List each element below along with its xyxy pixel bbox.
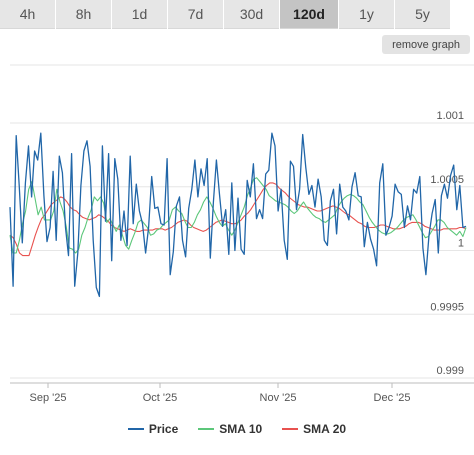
- y-tick-label: 0.999: [436, 365, 464, 377]
- chart-legend: Price SMA 10 SMA 20: [0, 420, 474, 438]
- legend-label-sma-20: SMA 20: [303, 422, 347, 436]
- x-tick-label: Oct '25: [143, 392, 178, 404]
- legend-item-sma-20[interactable]: SMA 20: [282, 422, 346, 436]
- tab-1y[interactable]: 1y: [339, 0, 394, 29]
- remove-graph-button[interactable]: remove graph: [382, 35, 470, 54]
- tab-120d[interactable]: 120d: [280, 0, 338, 29]
- legend-swatch-sma-20: [282, 428, 299, 430]
- x-tick-label: Dec '25: [374, 392, 411, 404]
- y-tick-label: 1.001: [436, 110, 464, 122]
- series-line-sma-10: [9, 177, 467, 254]
- x-tick-label: Nov '25: [260, 392, 297, 404]
- legend-swatch-sma-10: [198, 428, 215, 430]
- timeframe-tabs: 4h 8h 1d 7d 30d 120d 1y 5y: [0, 0, 474, 29]
- legend-item-price[interactable]: Price: [127, 422, 179, 436]
- legend-item-sma-10[interactable]: SMA 10: [198, 422, 262, 436]
- tab-8h[interactable]: 8h: [56, 0, 111, 29]
- tab-5y[interactable]: 5y: [395, 0, 450, 29]
- tab-1d[interactable]: 1d: [112, 0, 167, 29]
- y-tick-label: 1: [458, 238, 464, 250]
- tab-7d[interactable]: 7d: [168, 0, 223, 29]
- tab-4h[interactable]: 4h: [0, 0, 55, 29]
- legend-label-sma-10: SMA 10: [219, 422, 263, 436]
- legend-label-price: Price: [148, 422, 179, 436]
- price-chart: 1.001 1.0005 1 0.9995 0.999 Sep '25 Oct '25 No…: [9, 64, 474, 404]
- legend-swatch-price: [127, 428, 144, 430]
- x-tick-label: Sep '25: [30, 392, 67, 404]
- y-tick-label: 0.9995: [430, 301, 464, 313]
- series-line-price: [9, 132, 467, 298]
- y-tick-label: 1.0005: [430, 174, 464, 186]
- tab-30d[interactable]: 30d: [224, 0, 279, 29]
